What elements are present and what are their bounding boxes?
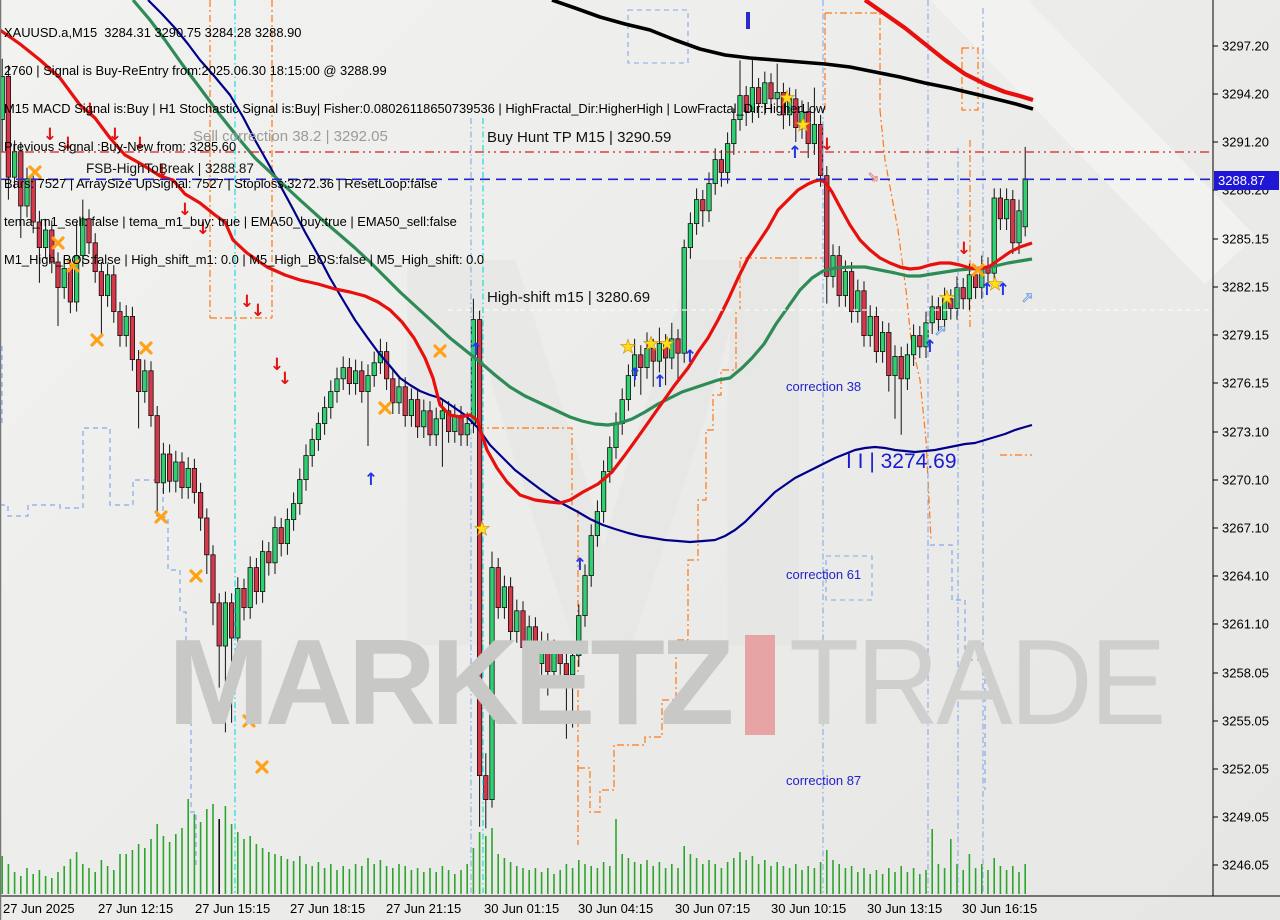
watermark-bar <box>745 635 776 735</box>
svg-text:↓: ↓ <box>270 355 284 375</box>
time-axis-label: 27 Jun 15:15 <box>195 901 270 916</box>
price-axis-label: 3249.05 <box>1222 810 1269 825</box>
time-axis-label: 27 Jun 18:15 <box>290 901 365 916</box>
info-line-bos: M1_High_BOS:false | High_shift_m1: 0.0 |… <box>4 251 485 267</box>
price-axis-label: 3255.05 <box>1222 714 1269 729</box>
price-axis-label: 3279.15 <box>1222 328 1269 343</box>
svg-text:↘: ↘ <box>867 170 879 186</box>
svg-text:↓: ↓ <box>820 135 834 155</box>
price-axis-label: 3258.05 <box>1222 666 1269 681</box>
svg-text:↓: ↓ <box>251 301 265 321</box>
time-axis-label: 30 Jun 16:15 <box>962 901 1037 916</box>
price-axis-label: 3246.05 <box>1222 858 1269 873</box>
svg-text:↓: ↓ <box>957 239 971 259</box>
label-ii-level: I I | 3274.69 <box>846 450 957 473</box>
svg-text:★: ★ <box>938 287 955 309</box>
vertical-lines <box>234 0 984 893</box>
svg-text:↑: ↑ <box>364 470 378 490</box>
svg-text:↓: ↓ <box>178 200 192 220</box>
info-line-tema: tema_m1_sell: false | tema_m1_buy: true … <box>4 214 457 230</box>
info-panel: XAUUSD.a,M15 3284.31 3290.75 3284.28 328… <box>4 2 825 292</box>
time-axis-label: 30 Jun 04:15 <box>578 901 653 916</box>
price-axis-label: 3294.20 <box>1222 87 1269 102</box>
time-axis[interactable]: 27 Jun 2025 27 Jun 12:15 27 Jun 15:15 27 Ju… <box>0 895 1280 916</box>
svg-text:↗: ↗ <box>1021 289 1034 307</box>
svg-text:↑: ↑ <box>573 555 587 575</box>
current-price-tag[interactable]: 3288.87 <box>1214 171 1279 190</box>
svg-text:↗: ↗ <box>934 322 947 340</box>
svg-text:↓: ↓ <box>240 292 254 312</box>
price-axis-label: 3297.20 <box>1222 39 1269 54</box>
price-axis-label: 3282.15 <box>1222 280 1269 295</box>
time-axis-label: 30 Jun 13:15 <box>867 901 942 916</box>
svg-text:★: ★ <box>778 87 795 109</box>
label-fsb-high-to-break: FSB-HighToBreak | 3288.87 <box>86 161 254 176</box>
label-correction-38: correction 38 <box>786 379 862 394</box>
label-buy-hunt-tp: Buy Hunt TP M15 | 3290.59 <box>487 129 672 146</box>
time-axis-label: 27 Jun 12:15 <box>98 901 173 916</box>
price-axis[interactable]: 3297.203294.203291.203288.203285.153282.… <box>1212 0 1269 896</box>
label-sell-correction: Sell correction 38.2 | 3292.05 <box>193 128 388 145</box>
svg-text:↓: ↓ <box>133 134 147 154</box>
price-axis-label: 3264.10 <box>1222 569 1269 584</box>
price-axis-label: 3270.10 <box>1222 473 1269 488</box>
info-line-previous: Previous Signal :Buy-New from: 3285.60 <box>4 138 237 154</box>
time-axis-label: 30 Jun 10:15 <box>771 901 846 916</box>
time-axis-label: 27 Jun 21:15 <box>386 901 461 916</box>
svg-text:↑: ↑ <box>788 143 802 163</box>
svg-text:↓: ↓ <box>43 125 57 145</box>
fractal-step-lines <box>0 9 986 868</box>
svg-text:★: ★ <box>658 333 675 355</box>
svg-text:↑: ↑ <box>653 372 667 392</box>
info-line-symbol: XAUUSD.a,M15 3284.31 3290.75 3284.28 328… <box>4 25 302 41</box>
time-axis-label: 27 Jun 2025 <box>3 901 75 916</box>
svg-text:↑: ↑ <box>683 347 697 367</box>
price-axis-label: 3276.15 <box>1222 376 1269 391</box>
price-axis-label: 3267.10 <box>1222 521 1269 536</box>
signal-markers: ↓ ↓↓↓ ↓↓↓↓↓↓↓↓↓↓↑↑↑↑ ↑↑↑↑↑ ↑★★ ★★★★★★↗↗↘ <box>28 12 1034 774</box>
watermark-text-right: TRADE <box>789 614 1166 750</box>
brand-watermark: MARKETZ TRADE <box>168 612 1188 752</box>
svg-text:↓: ↓ <box>196 219 210 239</box>
level-lines <box>0 151 1212 311</box>
svg-text:↓: ↓ <box>278 369 292 389</box>
svg-text:★: ★ <box>986 273 1003 295</box>
svg-text:↓: ↓ <box>108 125 122 145</box>
svg-text:↑: ↑ <box>980 280 994 300</box>
svg-text:↑: ↑ <box>923 337 937 357</box>
price-axis-label: 3273.10 <box>1222 425 1269 440</box>
price-axis-label: 3261.10 <box>1222 617 1269 632</box>
svg-text:↓: ↓ <box>61 134 75 154</box>
label-high-shift: High-shift m15 | 3280.69 <box>487 289 651 306</box>
info-line-bars: Bars: 7527 | ArraySize UpSignal: 7527 | … <box>4 176 438 192</box>
svg-text:↓: ↓ <box>155 162 169 182</box>
svg-text:★: ★ <box>794 114 811 136</box>
svg-text:↓: ↓ <box>83 100 97 120</box>
moving-averages <box>0 0 1034 544</box>
time-axis-label: 30 Jun 01:15 <box>484 901 559 916</box>
watermark-text-left: MARKETZ <box>168 614 734 750</box>
svg-text:★: ★ <box>473 518 490 540</box>
svg-text:★: ★ <box>619 336 636 358</box>
svg-text:↑: ↑ <box>996 280 1010 300</box>
price-axis-label: 3291.20 <box>1222 135 1269 150</box>
svg-text:↑: ↑ <box>628 365 642 385</box>
svg-text:★: ★ <box>642 333 659 355</box>
svg-text:↑: ↑ <box>469 340 483 360</box>
info-line-macd: M15 MACD Signal is:Buy | H1 Stochastic S… <box>4 100 826 116</box>
price-axis-label: 3285.15 <box>1222 232 1269 247</box>
time-axis-label: 30 Jun 07:15 <box>675 901 750 916</box>
volume-bars <box>1 799 1026 894</box>
label-correction-61: correction 61 <box>786 567 862 582</box>
label-correction-87: correction 87 <box>786 773 862 788</box>
price-axis-label: 3252.05 <box>1222 762 1269 777</box>
info-line-signal: 2760 | Signal is Buy-ReEntry from:2025.0… <box>4 62 387 78</box>
